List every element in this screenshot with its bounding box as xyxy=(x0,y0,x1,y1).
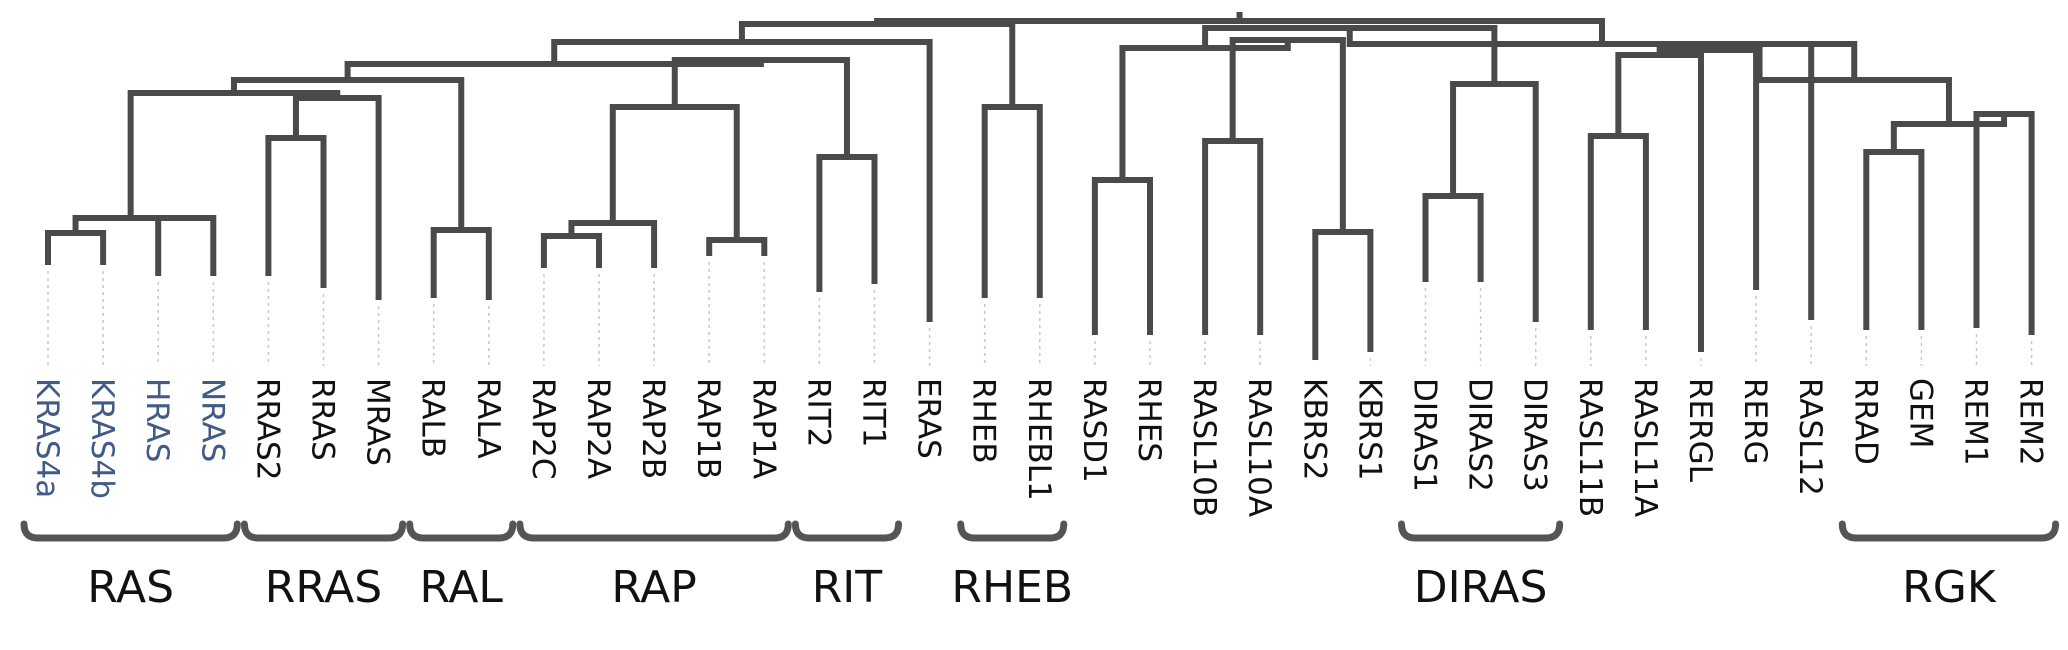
leaf-label-nras: NRAS xyxy=(194,378,230,462)
tree-branch-n_hn xyxy=(155,215,217,276)
group-label-rap: RAP xyxy=(611,562,696,613)
leaf-label-diras2: DIRAS2 xyxy=(1462,378,1498,492)
group-brackets: RAS RRAS RAL RAP RIT RHEB DIRAS RGK xyxy=(20,520,2060,613)
leaf-label-rasl11b: RASL11B xyxy=(1572,378,1608,517)
leaf-label-rras2: RRAS2 xyxy=(249,378,285,480)
tree-branch-n_rit xyxy=(816,154,878,292)
tree-branch-n_d12 xyxy=(1422,193,1484,282)
tree-branch-n_ral xyxy=(430,227,492,300)
leaf-label-kbrs2: KBRS2 xyxy=(1296,378,1332,481)
leaf-label-diras1: DIRAS1 xyxy=(1407,378,1443,492)
tree-branch-n_r2ca xyxy=(540,233,602,268)
tree-branch-n_gem xyxy=(1863,149,1925,330)
group-label-diras: DIRAS xyxy=(1414,562,1548,613)
leaf-label-rap2c: RAP2C xyxy=(525,378,561,480)
leaf-label-rras: RRAS xyxy=(305,378,341,461)
tree-branch-n_ras xyxy=(72,215,186,233)
leaf-label-rrad: RRAD xyxy=(1847,378,1883,465)
leaf-label-rasd1: RASD1 xyxy=(1076,378,1112,483)
leaf-label-rasl11a: RASL11A xyxy=(1627,378,1663,517)
leaf-label-rergl: RERGL xyxy=(1682,378,1718,483)
tree-branch-n_diras xyxy=(1450,81,1539,322)
leaf-label-rap1a: RAP1A xyxy=(745,378,781,479)
tree-branch-n_rasl xyxy=(1704,41,1815,320)
leaf-labels: KRAS4a KRAS4b HRAS NRAS RRAS2 RRAS MRAS RALB RAL… xyxy=(29,378,2049,517)
tree-branch-n_r11 xyxy=(1587,133,1649,330)
leaf-label-rit1: RIT1 xyxy=(856,378,892,447)
leaf-label-rhebl1: RHEBL1 xyxy=(1021,378,1057,501)
tree-branch-n_kk xyxy=(45,230,107,265)
group-bracket-ras xyxy=(20,520,241,542)
tree-branch-n_k10 xyxy=(1229,37,1346,232)
tree-branch-n_rheb xyxy=(981,104,1043,298)
group-bracket-rap xyxy=(516,520,792,542)
tree-branch-n_r11gg xyxy=(1656,47,1760,290)
leaf-label-rit2: RIT2 xyxy=(800,378,836,447)
group-bracket-rheb xyxy=(957,520,1068,542)
group-bracket-diras xyxy=(1398,520,1564,542)
leaf-label-kbrs1: KBRS1 xyxy=(1351,378,1387,481)
leaf-label-hras: HRAS xyxy=(139,378,175,462)
tree-branch-n_rras xyxy=(292,95,382,300)
leaf-label-diras3: DIRAS3 xyxy=(1517,378,1553,492)
tree-branch-n_r2 xyxy=(568,220,658,268)
tree-branch-n_c xyxy=(738,21,1016,107)
group-label-rras: RRAS xyxy=(265,562,382,613)
leaf-label-rasl12: RASL12 xyxy=(1792,378,1828,496)
group-bracket-rgk xyxy=(1838,520,2060,542)
group-label-rheb: RHEB xyxy=(951,562,1073,613)
leaf-label-eras: ERAS xyxy=(911,378,947,459)
leaf-label-mras: MRAS xyxy=(360,378,396,466)
tree-branch-n_r1 xyxy=(706,237,768,256)
leaf-label-rala: RALA xyxy=(470,378,506,459)
leaf-label-kras4b: KRAS4b xyxy=(84,378,120,499)
tree-branch-n_rasl10 xyxy=(1202,138,1264,335)
tree-branch-n_rr xyxy=(265,135,327,288)
leaf-label-kras4a: KRAS4a xyxy=(29,378,65,498)
tree-branch-n_rr1 xyxy=(1091,177,1153,335)
leaf-label-rap2a: RAP2A xyxy=(580,378,616,479)
leaf-label-gem: GEM xyxy=(1902,378,1938,448)
leaf-label-rem1: REM1 xyxy=(1958,378,1994,466)
group-bracket-ral xyxy=(406,520,517,542)
leaf-label-rap1b: RAP1B xyxy=(690,378,726,479)
leaf-label-rhes: RHES xyxy=(1131,378,1167,462)
group-bracket-rit xyxy=(791,520,902,542)
leaf-label-rap2b: RAP2B xyxy=(635,378,671,479)
tree-branches xyxy=(45,12,2035,360)
leaf-label-rasl10a: RASL10A xyxy=(1241,378,1277,517)
tree-branch-n_rasrr xyxy=(127,90,341,218)
group-label-rgk: RGK xyxy=(1902,562,1997,613)
leaf-label-rasl10b: RASL10B xyxy=(1186,378,1222,517)
group-bracket-rras xyxy=(240,520,407,542)
leaf-label-rheb: RHEB xyxy=(966,378,1002,464)
group-label-rit: RIT xyxy=(812,562,883,613)
tree-branch-n_rem xyxy=(1973,111,2035,335)
leaf-label-rem2: REM2 xyxy=(2013,378,2049,466)
group-label-ras: RAS xyxy=(87,562,174,613)
leaf-label-rerg: RERG xyxy=(1737,378,1773,465)
group-label-ral: RAL xyxy=(420,562,504,613)
tree-branch-n_kbrs xyxy=(1312,229,1374,360)
leaf-guide-lines xyxy=(47,262,2033,366)
leaf-label-ralb: RALB xyxy=(415,378,451,458)
tree-branch-n_r11g xyxy=(1615,52,1704,352)
